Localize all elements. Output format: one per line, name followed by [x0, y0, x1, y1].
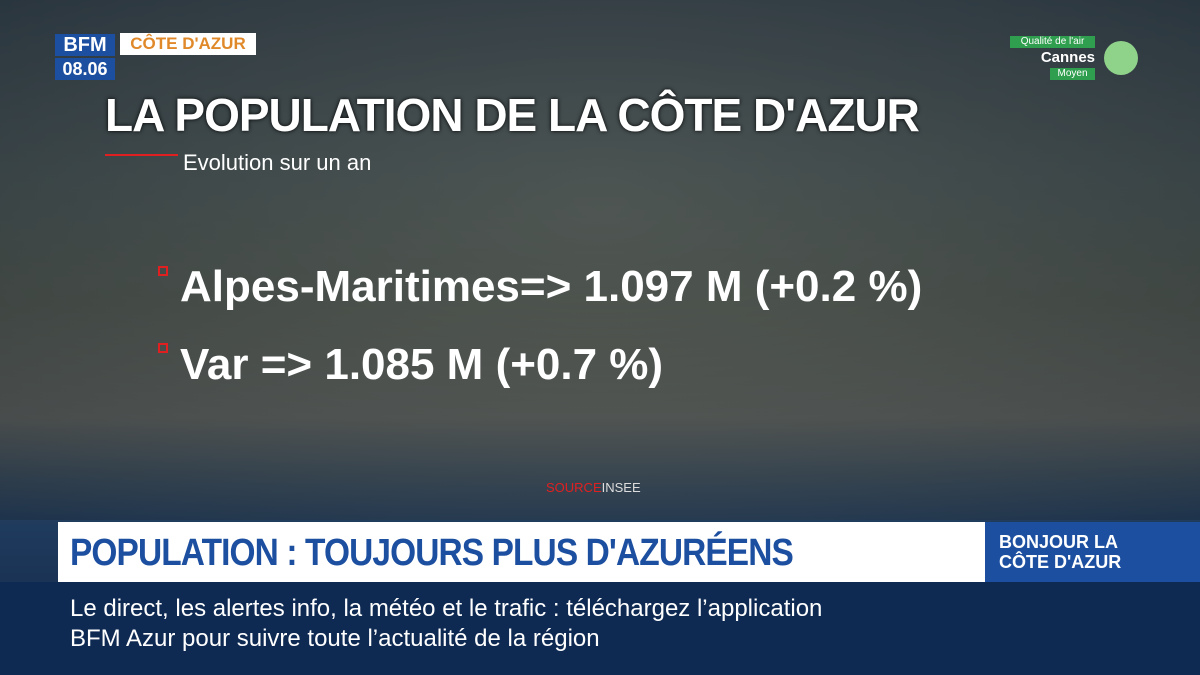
slide-item: Alpes-Maritimes=> 1.097 M (+0.2 %)	[180, 262, 923, 311]
slide-subtitle: Evolution sur un an	[183, 150, 372, 175]
ticker-line: BFM Azur pour suivre toute l’actualité d…	[70, 625, 600, 652]
source-label: SOURCE	[546, 480, 602, 495]
clock: 08.06	[55, 58, 115, 80]
background	[0, 0, 1200, 520]
region-tag: CÔTE D'AZUR	[120, 33, 256, 55]
brand-logo: BFM	[55, 34, 115, 56]
source-name: INSEE	[601, 480, 641, 495]
slide-item: Var => 1.085 M (+0.7 %)	[180, 340, 664, 389]
program-line: CÔTE D'AZUR	[999, 552, 1122, 572]
ticker-line: Le direct, les alertes info, la météo et…	[70, 595, 823, 622]
slide-title: LA POPULATION DE LA CÔTE D'AZUR	[105, 89, 920, 141]
air-level: Moyen	[1050, 68, 1095, 80]
program-line: BONJOUR LA	[999, 532, 1119, 552]
source: SOURCEINSEE	[546, 480, 641, 495]
bullet	[158, 343, 168, 353]
air-label: Qualité de l'air	[1010, 36, 1095, 48]
headline-bar: POPULATION : TOUJOURS PLUS D'AZURÉENS	[58, 522, 985, 582]
ticker-bar: Le direct, les alertes info, la météo et…	[0, 582, 1200, 675]
air-icon	[1104, 41, 1138, 75]
program-box: BONJOUR LA CÔTE D'AZUR	[985, 522, 1200, 582]
bullet	[158, 266, 168, 276]
headline: POPULATION : TOUJOURS PLUS D'AZURÉENS	[70, 532, 794, 574]
air-city: Cannes	[1040, 49, 1095, 66]
red-line	[105, 154, 178, 156]
